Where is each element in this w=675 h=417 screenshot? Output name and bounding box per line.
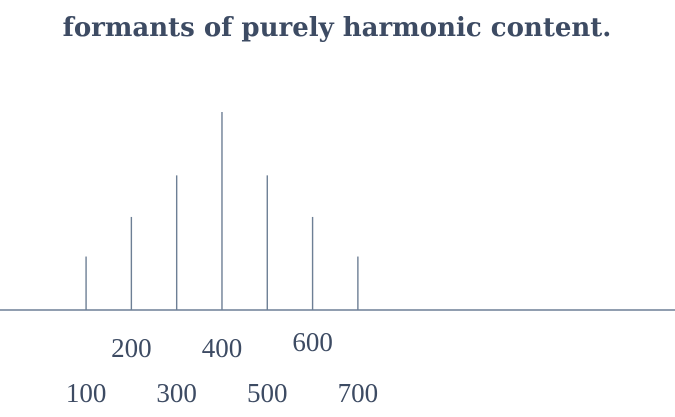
tick-label-600: 600 [292,327,333,357]
tick-label-700: 700 [338,378,379,408]
harmonic-lines [85,112,359,310]
tick-label-200: 200 [111,333,152,363]
tick-label-500: 500 [247,378,288,408]
tick-label-100: 100 [66,378,107,408]
tick-labels: 200 400 600 100 300 500 700 [66,327,378,408]
tick-label-400: 400 [202,333,243,363]
chart-title: formants of purely harmonic content. [63,13,612,43]
tick-label-300: 300 [156,378,197,408]
